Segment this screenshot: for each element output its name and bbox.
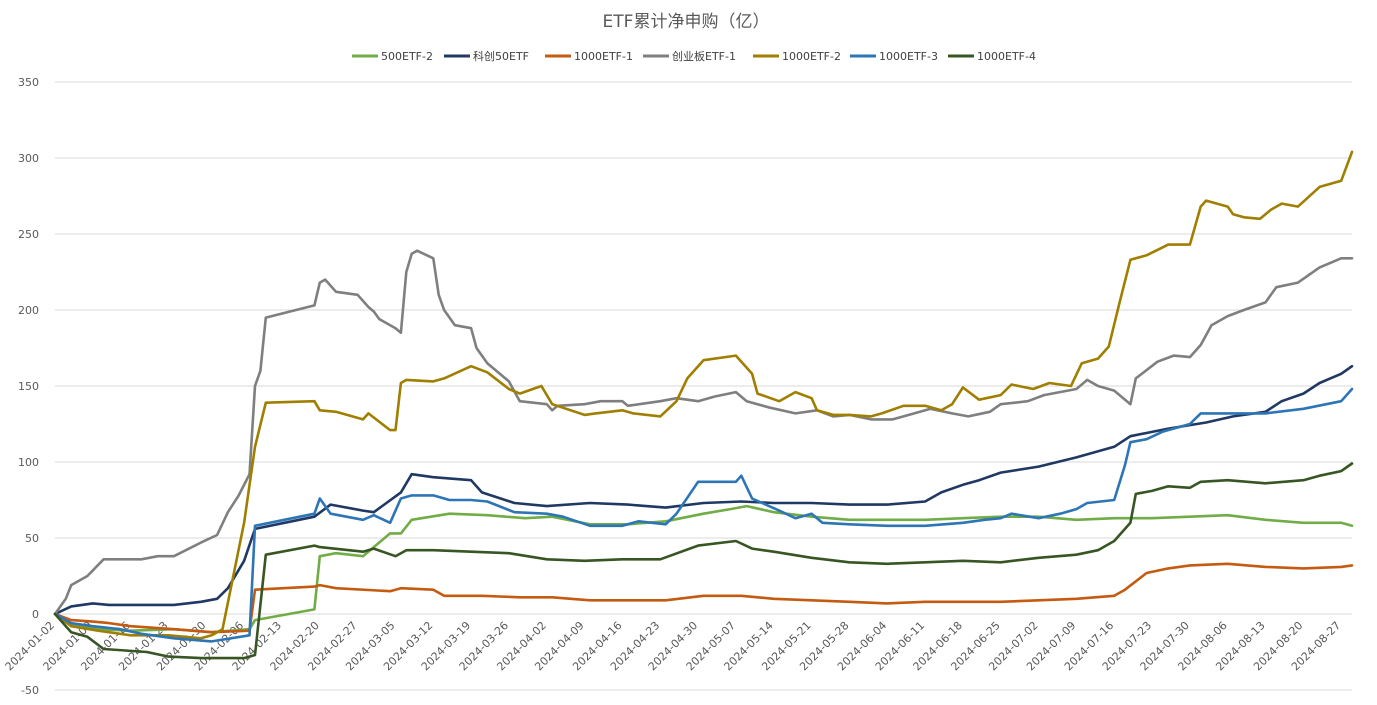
series-line	[53, 249, 1354, 616]
y-tick-label: 50	[25, 532, 39, 545]
y-tick-label: 0	[32, 608, 39, 621]
series-line	[53, 387, 1354, 643]
legend-label: 1000ETF-3	[879, 50, 938, 63]
chart-title: ETF累计净申购（亿）	[603, 12, 770, 32]
series-line	[53, 462, 1354, 660]
y-tick-label: 350	[18, 76, 39, 89]
legend-label: 科创50ETF	[473, 49, 529, 63]
y-tick-label: 250	[18, 228, 39, 241]
legend-label: 1000ETF-4	[977, 50, 1036, 63]
y-tick-label: 200	[18, 304, 39, 317]
plot-area	[53, 150, 1354, 660]
legend-label: 创业板ETF-1	[672, 49, 736, 63]
y-axis: -50 0 50 100 150 200 250 300 350	[18, 76, 39, 697]
legend: 500ETF-2 科创50ETF 1000ETF-1 创业板ETF-1 1000ETF-…	[352, 49, 1036, 63]
grid	[55, 81, 1352, 691]
y-tick-label: -50	[21, 684, 39, 697]
legend-label: 500ETF-2	[381, 50, 433, 63]
y-tick-label: 100	[18, 456, 39, 469]
legend-label: 1000ETF-2	[782, 50, 841, 63]
y-tick-label: 300	[18, 152, 39, 165]
y-tick-label: 150	[18, 380, 39, 393]
series-line	[53, 364, 1354, 616]
series-line	[53, 150, 1354, 640]
x-axis: 2024-01-022024-01-092024-01-162024-01-23…	[3, 619, 1344, 673]
legend-label: 1000ETF-1	[574, 50, 633, 63]
